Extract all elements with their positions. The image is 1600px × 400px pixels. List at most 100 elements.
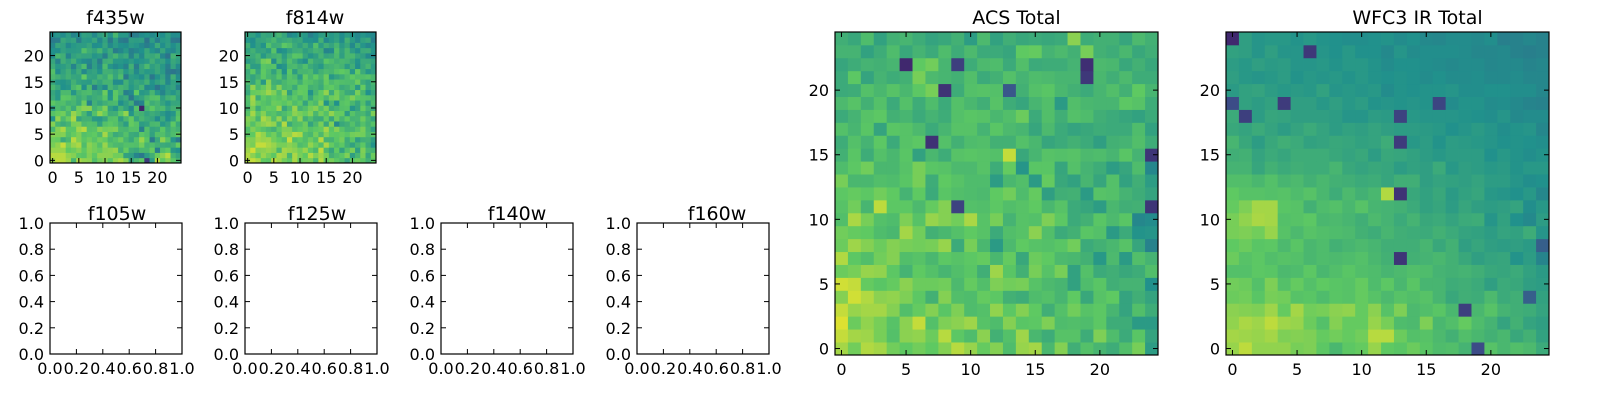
heatmap-cell — [112, 126, 119, 132]
heatmap-cell — [144, 32, 150, 38]
heatmap-cell — [1497, 174, 1511, 188]
heatmap-cell — [1303, 44, 1317, 59]
heatmap-cell — [165, 152, 171, 159]
heatmap-cell — [1303, 264, 1317, 278]
heatmap-cell — [323, 110, 330, 117]
heatmap-cell — [286, 42, 293, 49]
heatmap-cell — [1067, 199, 1081, 214]
heatmap-cell — [1132, 96, 1146, 110]
heatmap-cell — [313, 68, 319, 75]
heatmap-cell — [1368, 135, 1382, 149]
heatmap-cell — [128, 115, 135, 122]
heatmap-cell — [1419, 122, 1434, 136]
heatmap-cell — [1458, 187, 1472, 201]
heatmap-cell — [835, 238, 849, 253]
heatmap-cell — [1028, 225, 1043, 240]
heatmap-cell — [133, 157, 140, 164]
heatmap-cell — [128, 94, 135, 101]
heatmap-cell — [964, 238, 978, 253]
heatmap-cell — [925, 83, 939, 97]
heatmap-cell — [925, 44, 939, 59]
heatmap-cell — [1041, 161, 1056, 175]
panel-f140w: 0.0 0.2 0.4 0.6 0.8 1.00.00.20.40.60.81.0 — [410, 214, 586, 378]
heatmap-cell — [302, 47, 309, 54]
heatmap-cell — [1432, 251, 1447, 265]
heatmap-cell — [286, 47, 293, 54]
x-tick-label: 0.6 — [311, 359, 336, 378]
heatmap-cell — [1497, 277, 1511, 291]
heatmap-cell — [873, 70, 888, 85]
heatmap-cell — [1368, 96, 1382, 110]
heatmap-cell — [1393, 290, 1408, 304]
heatmap-cell — [65, 47, 72, 54]
heatmap-cell — [1484, 277, 1498, 291]
heatmap-cell — [1381, 161, 1395, 175]
heatmap-cell — [1445, 251, 1459, 265]
heatmap-cell — [149, 52, 156, 59]
heatmap-cell — [1015, 290, 1030, 304]
heatmap-cell — [154, 79, 161, 85]
heatmap-cell — [250, 47, 256, 54]
heatmap-cell — [1041, 135, 1056, 149]
heatmap-cell — [1303, 96, 1317, 110]
heatmap-cell — [175, 100, 182, 106]
heatmap-cell — [835, 135, 849, 149]
heatmap-cell — [1329, 83, 1343, 97]
heatmap-cell — [154, 94, 161, 101]
heatmap-cell — [302, 58, 309, 64]
heatmap-cell — [360, 110, 366, 117]
heatmap-cell — [1445, 290, 1459, 304]
heatmap-cell — [1264, 277, 1279, 291]
heatmap-cell — [1080, 122, 1094, 136]
heatmap-cell — [334, 37, 340, 43]
heatmap-cell — [1510, 329, 1524, 343]
heatmap-cell — [1432, 109, 1447, 123]
heatmap-cell — [835, 316, 849, 330]
heatmap-cell — [139, 115, 145, 122]
heatmap-cell — [1028, 174, 1043, 188]
heatmap-cell — [938, 238, 952, 253]
heatmap-cell — [1251, 109, 1266, 123]
heatmap-cell — [144, 142, 150, 148]
heatmap-cell — [1002, 238, 1017, 253]
x-tick-label: 1.0 — [169, 359, 194, 378]
heatmap-cell — [76, 126, 82, 132]
heatmap-cell — [339, 58, 345, 64]
heatmap-cell — [81, 157, 88, 164]
heatmap-cell — [144, 58, 150, 64]
heatmap-cell — [123, 63, 129, 70]
heatmap-cell — [307, 142, 314, 148]
heatmap-cell — [1106, 316, 1120, 330]
heatmap-cell — [365, 52, 372, 59]
heatmap-cell — [81, 52, 88, 59]
heatmap-cell — [1067, 70, 1081, 85]
heatmap-cell — [76, 115, 82, 122]
heatmap-cell — [344, 131, 351, 138]
heatmap-cell — [76, 152, 82, 159]
heatmap-cell — [265, 110, 272, 117]
heatmap-cell — [1303, 174, 1317, 188]
heatmap-cell — [899, 96, 913, 110]
heatmap-cell — [107, 58, 114, 64]
heatmap-cell — [160, 73, 166, 80]
heatmap-cell — [1393, 109, 1408, 123]
heatmap-cell — [964, 329, 978, 343]
heatmap-cell — [55, 157, 61, 164]
heatmap-cell — [81, 121, 88, 127]
heatmap-cell — [175, 89, 182, 96]
heatmap-cell — [60, 105, 67, 111]
heatmap-cell — [1393, 342, 1408, 356]
heatmap-cell — [107, 37, 114, 43]
heatmap-cell — [302, 142, 309, 148]
heatmap-cell — [91, 79, 98, 85]
heatmap-cell — [1226, 238, 1240, 253]
x-tick-label: 5 — [269, 168, 279, 187]
heatmap-cell — [1316, 109, 1330, 123]
heatmap-cell — [334, 52, 340, 59]
heatmap-cell — [1419, 148, 1434, 162]
heatmap-cell — [250, 94, 256, 101]
heatmap-cell — [344, 121, 351, 127]
heatmap-cell — [360, 115, 366, 122]
heatmap-cell — [1458, 290, 1472, 304]
heatmap-cell — [977, 174, 991, 188]
